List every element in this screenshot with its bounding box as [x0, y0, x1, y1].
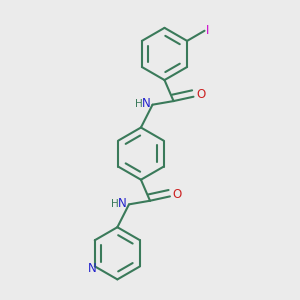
Text: H: H: [135, 99, 142, 109]
Text: O: O: [173, 188, 182, 201]
Text: I: I: [206, 23, 210, 37]
Text: N: N: [88, 262, 96, 275]
Text: O: O: [196, 88, 206, 101]
Text: H: H: [111, 199, 119, 208]
Text: N: N: [142, 98, 150, 110]
Text: N: N: [118, 197, 127, 210]
